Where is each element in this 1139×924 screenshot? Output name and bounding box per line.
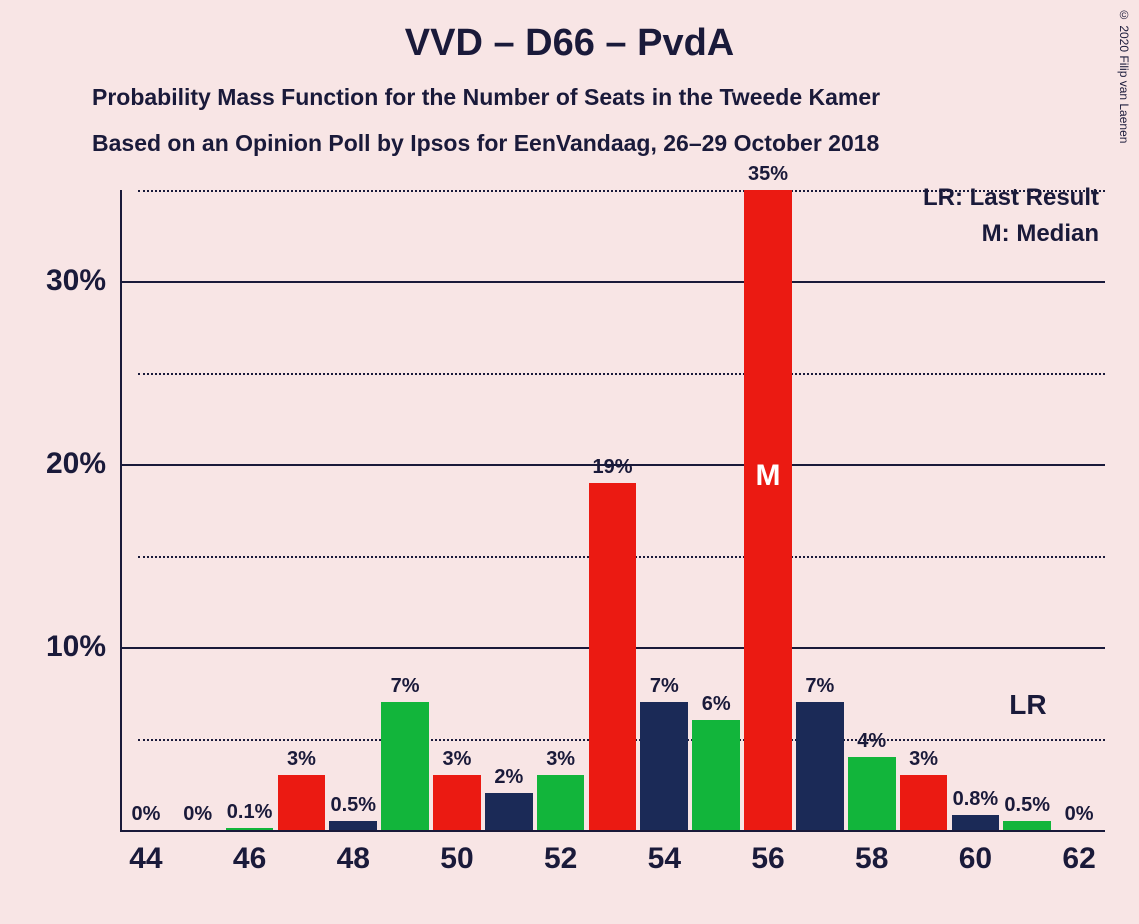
bar: 2%: [485, 793, 533, 830]
bar: 0.8%: [952, 815, 1000, 830]
bar: 7%: [796, 702, 844, 830]
bar: 7%: [381, 702, 429, 830]
bar: 3%: [433, 775, 481, 830]
bar-value-label: 3%: [909, 748, 938, 775]
gridline-major: [120, 830, 1105, 832]
x-axis-label: 52: [544, 830, 577, 876]
chart-title: VVD – D66 – PvdA: [0, 22, 1139, 65]
bar: 0.5%: [1003, 821, 1051, 830]
copyright-text: © 2020 Filip van Laenen: [1117, 8, 1131, 143]
x-axis-label: 50: [440, 830, 473, 876]
x-axis-label: 56: [751, 830, 784, 876]
bar: 35%M: [744, 190, 792, 830]
bar-value-label: 4%: [857, 730, 886, 757]
bar: 3%: [900, 775, 948, 830]
legend-lr: LR: Last Result: [923, 184, 1099, 212]
y-axis: [120, 190, 122, 830]
bar-value-label: 0.1%: [227, 801, 273, 828]
bar: 19%: [589, 483, 637, 830]
bar-value-label: 0.5%: [1004, 794, 1050, 821]
chart-subtitle-1: Probability Mass Function for the Number…: [92, 84, 880, 111]
bar-value-label: 7%: [650, 675, 679, 702]
chart-plot-area: 10%20%30%444648505254565860620%0%0.1%3%0…: [120, 190, 1105, 830]
bar-value-label: 7%: [391, 675, 420, 702]
bar-value-label: 19%: [592, 456, 632, 483]
lr-marker: LR: [1009, 689, 1046, 721]
x-axis-label: 44: [129, 830, 162, 876]
bar-value-label: 2%: [494, 766, 523, 793]
bar-value-label: 6%: [702, 693, 731, 720]
bar-value-label: 35%: [748, 163, 788, 190]
bar-value-label: 3%: [287, 748, 316, 775]
median-marker: M: [756, 459, 781, 493]
x-axis-label: 54: [648, 830, 681, 876]
bar-value-label: 7%: [805, 675, 834, 702]
gridline-minor: [138, 373, 1105, 375]
bar: 0.1%: [226, 828, 274, 830]
y-axis-label: 20%: [46, 447, 120, 481]
bar: 4%: [848, 757, 896, 830]
bar-value-label: 0.5%: [330, 794, 376, 821]
bar-value-label: 0%: [183, 803, 212, 830]
bar-value-label: 0.8%: [953, 788, 999, 815]
bar-value-label: 3%: [443, 748, 472, 775]
bar: 7%: [640, 702, 688, 830]
gridline-major: [120, 281, 1105, 283]
x-axis-label: 60: [959, 830, 992, 876]
bar: 3%: [278, 775, 326, 830]
x-axis-label: 62: [1062, 830, 1095, 876]
chart-subtitle-2: Based on an Opinion Poll by Ipsos for Ee…: [92, 130, 879, 157]
bar: 6%: [692, 720, 740, 830]
y-axis-label: 30%: [46, 264, 120, 298]
bar-value-label: 0%: [1065, 803, 1094, 830]
bar-value-label: 3%: [546, 748, 575, 775]
x-axis-label: 46: [233, 830, 266, 876]
legend-m: M: Median: [982, 220, 1099, 248]
x-axis-label: 48: [337, 830, 370, 876]
x-axis-label: 58: [855, 830, 888, 876]
y-axis-label: 10%: [46, 630, 120, 664]
bar-value-label: 0%: [131, 803, 160, 830]
bar: 3%: [537, 775, 585, 830]
bar: 0.5%: [329, 821, 377, 830]
